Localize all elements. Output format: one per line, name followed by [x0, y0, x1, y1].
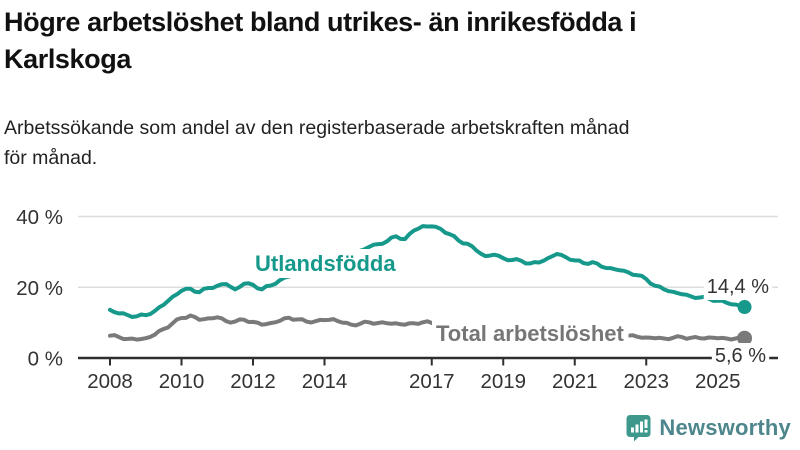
newsworthy-logo: Newsworthy [626, 412, 791, 444]
x-tick-label-2021: 2021 [552, 370, 598, 393]
page-title: Högre arbetslöshet bland utrikes- än inr… [4, 4, 796, 78]
end-value-total: 5,6 % [715, 345, 766, 367]
series-label-total-bg [432, 317, 629, 350]
logo-bars [631, 419, 648, 433]
y-tick-label-0: 0 % [28, 348, 63, 371]
end-value-total-bg [711, 343, 770, 369]
y-tick-label-40: 40 % [16, 206, 63, 229]
x-tick-label-2008: 2008 [87, 370, 133, 393]
series-label-utlandsfodda: Utlandsfödda [255, 251, 396, 276]
chart-area: 2008 2010 2012 2014 2017 2019 2021 2023 2025 0 % 2… [0, 200, 800, 400]
x-tick-label-2023: 2023 [623, 370, 669, 393]
title-line-2: Karlskoga [4, 44, 131, 74]
x-tick-label-2014: 2014 [302, 370, 348, 393]
newsworthy-wordmark: Newsworthy [659, 415, 791, 440]
unemployment-chart: 2008 2010 2012 2014 2017 2019 2021 2023 2025 0 % 2… [16, 206, 778, 393]
x-tick-label-2019: 2019 [480, 370, 526, 393]
title-line-1: Högre arbetslöshet bland utrikes- än inr… [4, 7, 637, 37]
chart-subtitle: Arbetssökande som andel av den registerb… [4, 113, 784, 173]
header: Högre arbetslöshet bland utrikes- än inr… [4, 4, 796, 78]
series-line-total [108, 313, 747, 342]
y-tick-label-20: 20 % [16, 277, 63, 300]
x-tick-label-2010: 2010 [159, 370, 205, 393]
subtitle-line-1: Arbetssökande som andel av den registerb… [4, 117, 630, 139]
newsworthy-logo-icon [626, 415, 651, 442]
series-label-total: Total arbetslöshet [436, 321, 625, 346]
series-line-utlandsfodda [108, 224, 747, 319]
x-tick-label-2025: 2025 [695, 370, 741, 393]
x-tick-label-2017: 2017 [409, 370, 455, 393]
end-dot-total [737, 330, 753, 346]
series-label-utlandsfodda-bg [252, 249, 400, 278]
x-tick-label-2012: 2012 [230, 370, 276, 393]
end-value-utlandsfodda: 14,4 % [707, 276, 769, 298]
end-value-utlandsfodda-bg [703, 274, 773, 300]
end-dot-utlandsfodda [737, 300, 752, 315]
subtitle-line-2: för månad. [4, 147, 98, 169]
